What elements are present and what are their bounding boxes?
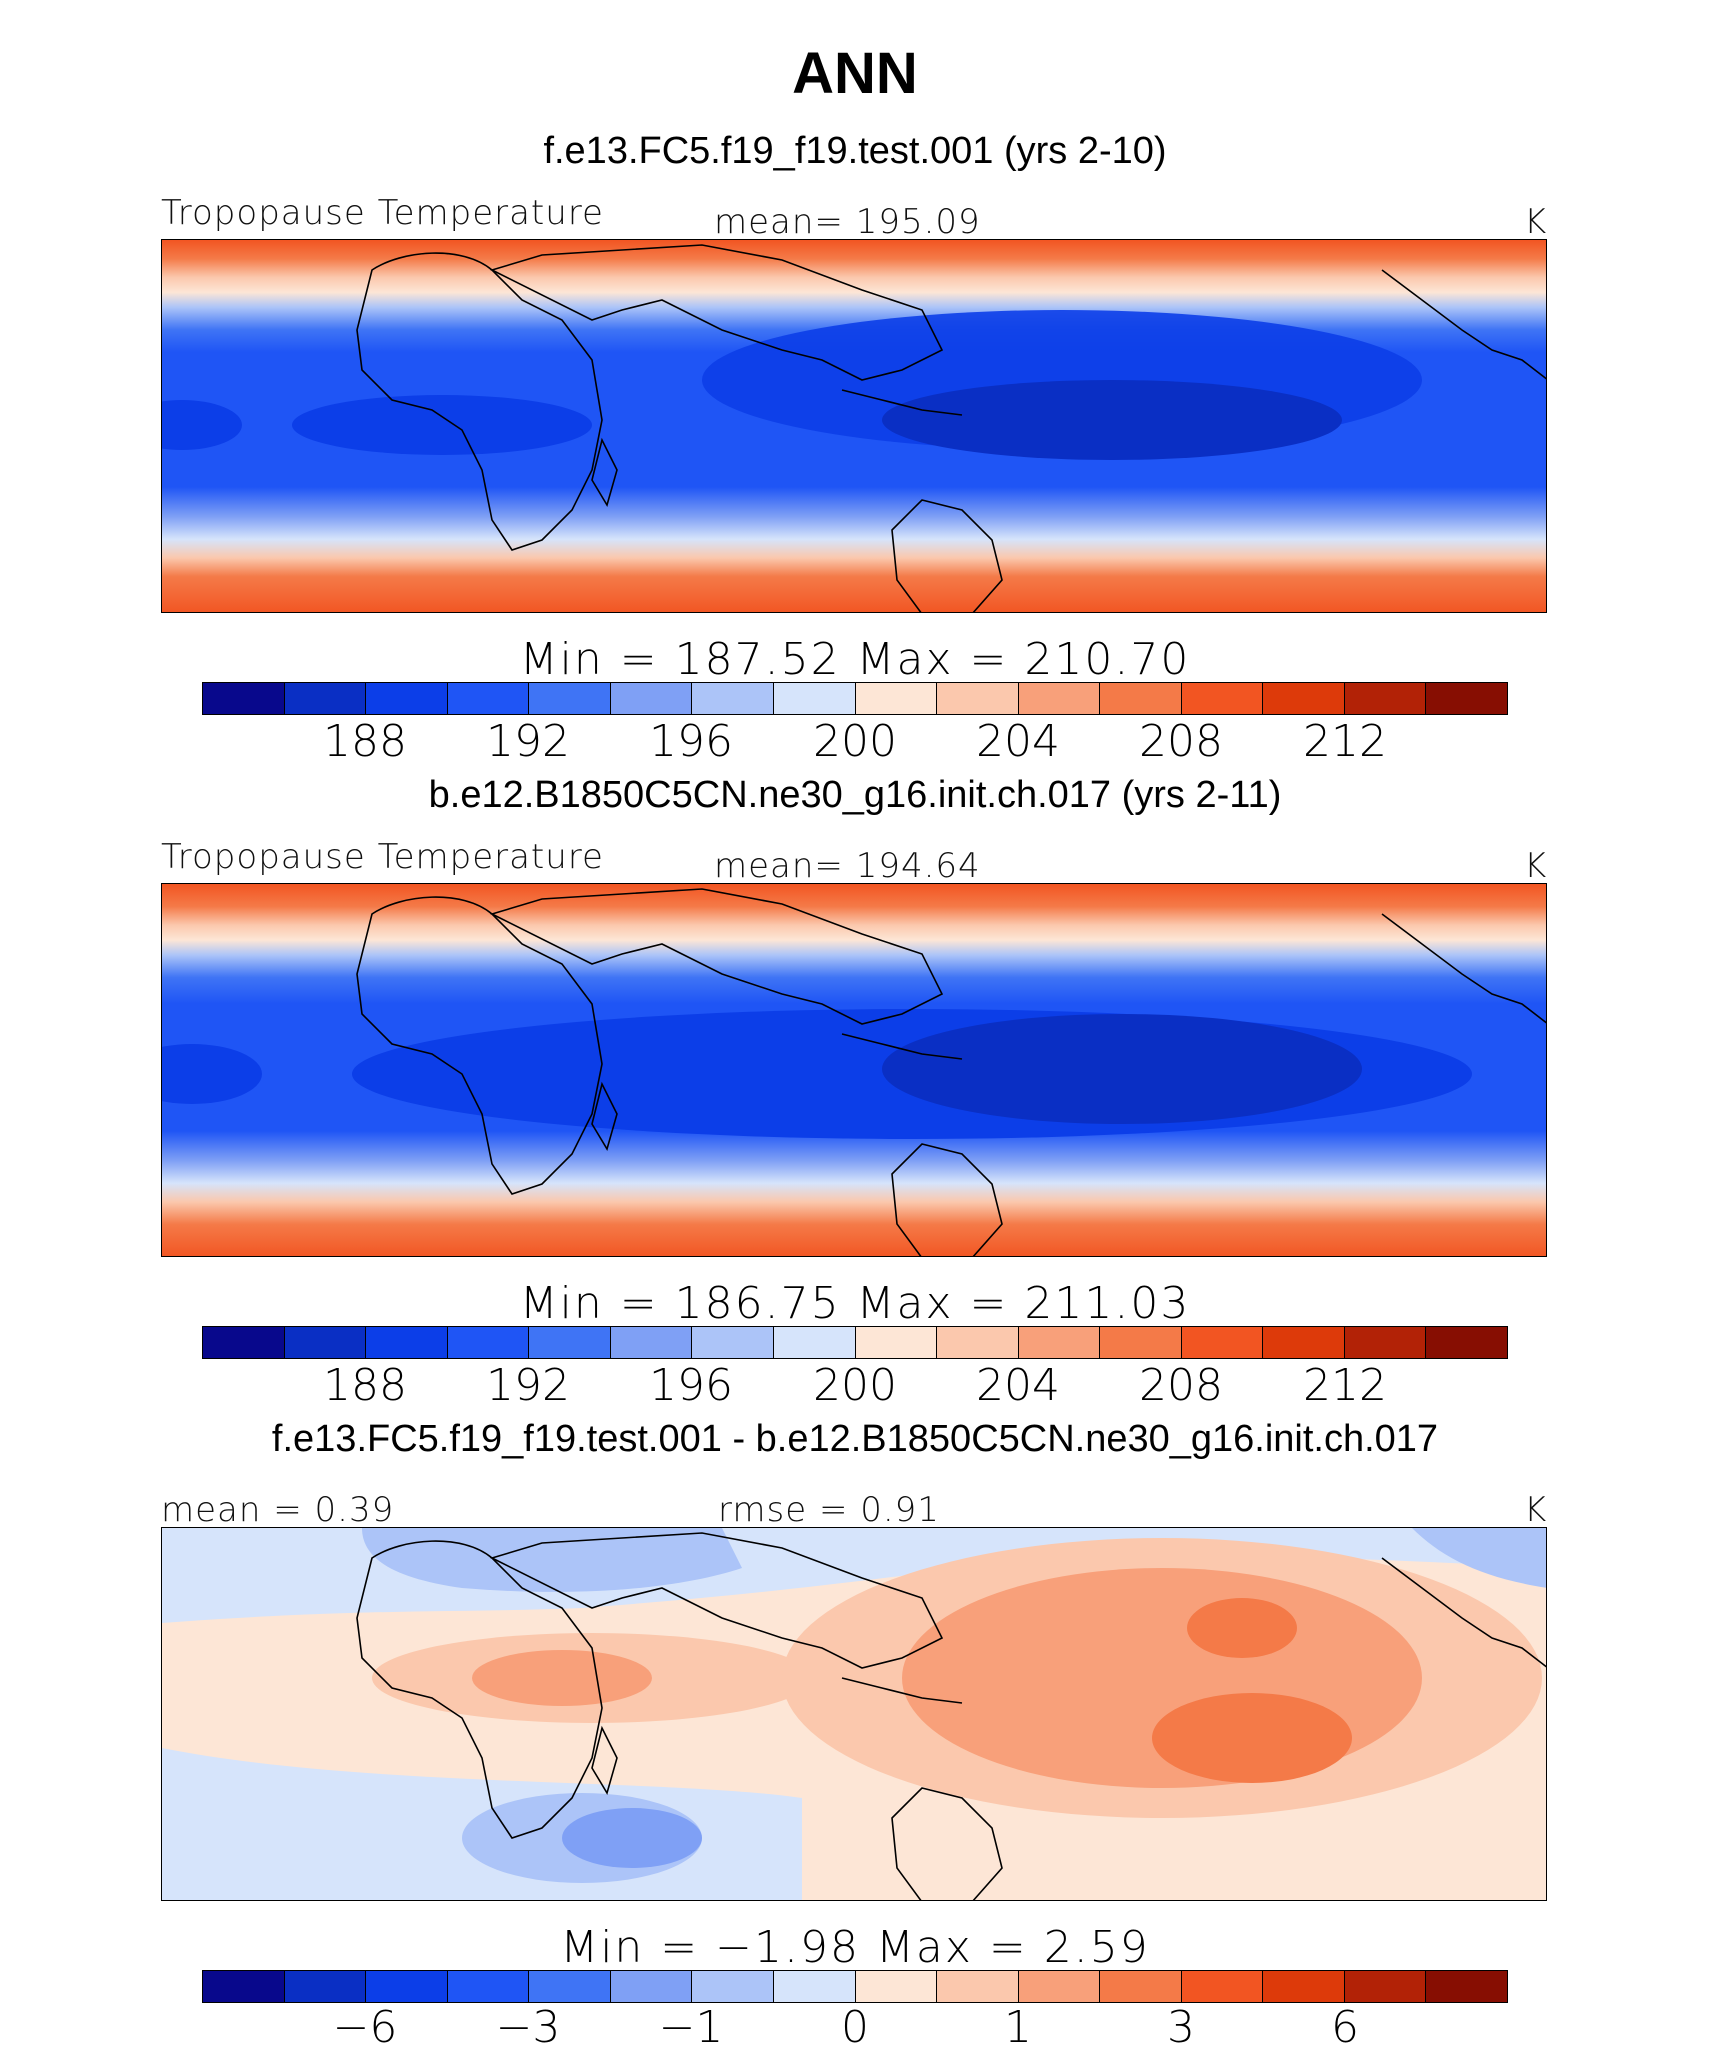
- colorbar-swatch: [937, 1971, 1019, 2002]
- colorbar-swatch: [610, 1327, 693, 1358]
- colorbar-tick: −6: [332, 2002, 398, 2053]
- colorbar-tick: 0: [841, 2002, 869, 2053]
- colorbar-swatch: [773, 683, 856, 714]
- colorbar-tick: 208: [1139, 716, 1223, 767]
- colorbar-swatch: [610, 683, 693, 714]
- panel-1-subtitle: f.e13.FC5.f19_f19.test.001 (yrs 2-10): [543, 130, 1167, 172]
- colorbar-tick: 192: [486, 1360, 570, 1411]
- colorbar-tick: 196: [649, 716, 733, 767]
- panel-1-colorbar: [202, 682, 1508, 715]
- panel-2-units-label: K: [1524, 846, 1548, 886]
- colorbar-swatch: [284, 683, 367, 714]
- colorbar-tick: 208: [1139, 1360, 1223, 1411]
- colorbar-swatch: [203, 1327, 285, 1358]
- colorbar-swatch: [1344, 1971, 1427, 2002]
- colorbar-swatch: [1181, 1971, 1264, 2002]
- colorbar-tick: 6: [1331, 2002, 1359, 2053]
- panel-1-mean-label: mean= 195.09: [714, 202, 981, 242]
- panel-3-mean-label: mean = 0.39: [161, 1490, 395, 1530]
- colorbar-swatch: [1344, 1327, 1427, 1358]
- colorbar-swatch: [366, 1327, 448, 1358]
- colorbar-swatch: [937, 1327, 1019, 1358]
- colorbar-swatch: [1100, 1327, 1182, 1358]
- colorbar-swatch: [1018, 1327, 1101, 1358]
- colorbar-tick: 200: [813, 716, 897, 767]
- colorbar-swatch: [1018, 683, 1101, 714]
- colorbar-tick: 212: [1303, 1360, 1387, 1411]
- panel-1-units-label: K: [1524, 202, 1548, 242]
- colorbar-swatch: [773, 1327, 856, 1358]
- colorbar-swatch: [447, 683, 530, 714]
- panel-3-map: [161, 1527, 1547, 1901]
- colorbar-swatch: [284, 1327, 367, 1358]
- colorbar-swatch: [1100, 1971, 1182, 2002]
- colorbar-swatch: [529, 1327, 611, 1358]
- colorbar-swatch: [773, 1971, 856, 2002]
- panel-3-subtitle: f.e13.FC5.f19_f19.test.001 - b.e12.B1850…: [271, 1418, 1439, 1460]
- colorbar-swatch: [366, 683, 448, 714]
- colorbar-swatch: [1100, 683, 1182, 714]
- panel-2-colorbar: [202, 1326, 1508, 1359]
- panel-1-minmax: Min = 187.52 Max = 210.70: [519, 634, 1191, 685]
- colorbar-tick: −1: [658, 2002, 724, 2053]
- colorbar-swatch: [692, 683, 774, 714]
- panel-3-contour-plot: [162, 1528, 1546, 1900]
- colorbar-swatch: [1344, 683, 1427, 714]
- colorbar-swatch: [692, 1971, 774, 2002]
- colorbar-tick: 212: [1303, 716, 1387, 767]
- colorbar-swatch: [529, 1971, 611, 2002]
- colorbar-swatch: [1426, 1327, 1507, 1358]
- panel-1-contour-plot: [162, 240, 1546, 612]
- colorbar-tick: 188: [323, 1360, 407, 1411]
- colorbar-tick: 204: [976, 1360, 1060, 1411]
- colorbar-swatch: [529, 683, 611, 714]
- panel-3-rmse-label: rmse = 0.91: [718, 1490, 940, 1530]
- panel-3-minmax: Min = −1.98 Max = 2.59: [560, 1922, 1150, 1973]
- colorbar-swatch: [937, 683, 1019, 714]
- panel-2-mean-label: mean= 194.64: [714, 846, 981, 886]
- colorbar-swatch: [1426, 1971, 1507, 2002]
- colorbar-swatch: [855, 1971, 938, 2002]
- panel-3-colorbar: [202, 1970, 1508, 2003]
- colorbar-swatch: [284, 1971, 367, 2002]
- colorbar-swatch: [855, 683, 938, 714]
- colorbar-swatch: [1018, 1971, 1101, 2002]
- panel-2-map: [161, 883, 1547, 1257]
- panel-2-subtitle: b.e12.B1850C5CN.ne30_g16.init.ch.017 (yr…: [428, 774, 1282, 816]
- colorbar-tick: 196: [649, 1360, 733, 1411]
- colorbar-swatch: [1181, 683, 1264, 714]
- colorbar-swatch: [447, 1327, 530, 1358]
- colorbar-tick: 1: [1004, 2002, 1032, 2053]
- colorbar-tick: 192: [486, 716, 570, 767]
- colorbar-swatch: [1263, 1971, 1345, 2002]
- colorbar-tick: 204: [976, 716, 1060, 767]
- colorbar-swatch: [610, 1971, 693, 2002]
- colorbar-tick: 200: [813, 1360, 897, 1411]
- main-title: ANN: [792, 41, 918, 106]
- colorbar-swatch: [855, 1327, 938, 1358]
- colorbar-swatch: [203, 683, 285, 714]
- panel-2-contour-plot: [162, 884, 1546, 1256]
- colorbar-swatch: [1263, 683, 1345, 714]
- colorbar-tick: 188: [323, 716, 407, 767]
- panel-2-minmax: Min = 186.75 Max = 211.03: [519, 1278, 1191, 1329]
- panel-1-map: [161, 239, 1547, 613]
- colorbar-tick: 3: [1167, 2002, 1195, 2053]
- colorbar-tick: −3: [495, 2002, 561, 2053]
- colorbar-swatch: [366, 1971, 448, 2002]
- colorbar-swatch: [203, 1971, 285, 2002]
- panel-2-variable-label: Tropopause Temperature: [161, 837, 604, 877]
- colorbar-swatch: [1426, 683, 1507, 714]
- colorbar-swatch: [1263, 1327, 1345, 1358]
- colorbar-swatch: [692, 1327, 774, 1358]
- colorbar-swatch: [1181, 1327, 1264, 1358]
- panel-1-variable-label: Tropopause Temperature: [161, 193, 604, 233]
- panel-3-units-label: K: [1524, 1490, 1548, 1530]
- colorbar-swatch: [447, 1971, 530, 2002]
